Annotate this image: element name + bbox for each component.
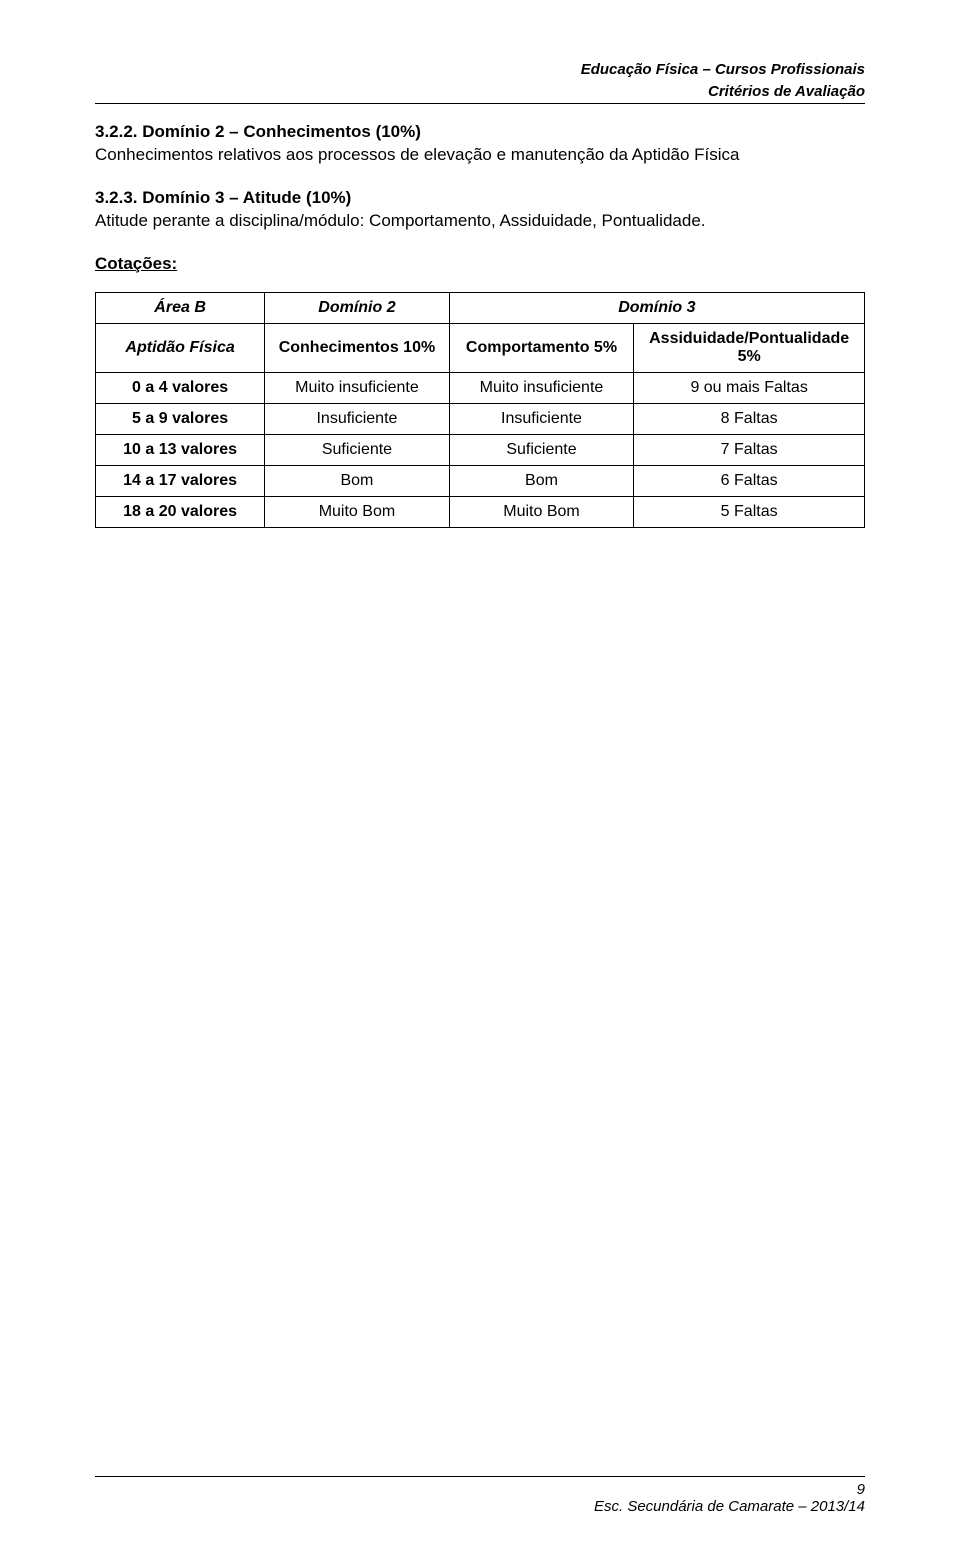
cell: Insuficiente bbox=[449, 404, 634, 435]
cotacoes-table: Área B Domínio 2 Domínio 3 Aptidão Físic… bbox=[95, 292, 865, 528]
th-aptidao-fisica: Aptidão Física bbox=[96, 324, 265, 373]
row-label: 5 a 9 valores bbox=[96, 404, 265, 435]
th-dominio-2: Domínio 2 bbox=[265, 293, 450, 324]
th-area-b: Área B bbox=[96, 293, 265, 324]
th-conhecimentos: Conhecimentos 10% bbox=[265, 324, 450, 373]
th-dominio-3: Domínio 3 bbox=[449, 293, 864, 324]
cotacoes-label: Cotações: bbox=[95, 254, 865, 274]
cell: Muito insuficiente bbox=[449, 373, 634, 404]
cell: 5 Faltas bbox=[634, 497, 865, 528]
header-line1: Educação Física – Cursos Profissionais bbox=[95, 60, 865, 80]
cell: 8 Faltas bbox=[634, 404, 865, 435]
section-323-title: 3.2.3. Domínio 3 – Atitude (10%) bbox=[95, 188, 865, 208]
section-322-title: 3.2.2. Domínio 2 – Conhecimentos (10%) bbox=[95, 122, 865, 142]
table-row: 18 a 20 valores Muito Bom Muito Bom 5 Fa… bbox=[96, 497, 865, 528]
table-row: 0 a 4 valores Muito insuficiente Muito i… bbox=[96, 373, 865, 404]
section-322-text: Conhecimentos relativos aos processos de… bbox=[95, 144, 865, 166]
cell: Bom bbox=[265, 466, 450, 497]
divider-bottom bbox=[95, 1476, 865, 1477]
cell: 9 ou mais Faltas bbox=[634, 373, 865, 404]
table-row: 10 a 13 valores Suficiente Suficiente 7 … bbox=[96, 435, 865, 466]
section-323-text: Atitude perante a disciplina/módulo: Com… bbox=[95, 210, 865, 232]
footer-row: 9 bbox=[95, 1481, 865, 1498]
footer-row-2: Esc. Secundária de Camarate – 2013/14 bbox=[95, 1498, 865, 1515]
table-row: 5 a 9 valores Insuficiente Insuficiente … bbox=[96, 404, 865, 435]
page-container: Educação Física – Cursos Profissionais C… bbox=[0, 0, 960, 1565]
row-label: 14 a 17 valores bbox=[96, 466, 265, 497]
row-label: 10 a 13 valores bbox=[96, 435, 265, 466]
cell: Muito Bom bbox=[449, 497, 634, 528]
row-label: 0 a 4 valores bbox=[96, 373, 265, 404]
th-comportamento: Comportamento 5% bbox=[449, 324, 634, 373]
header-line2: Critérios de Avaliação bbox=[95, 82, 865, 102]
cell: Muito insuficiente bbox=[265, 373, 450, 404]
cell: Muito Bom bbox=[265, 497, 450, 528]
table-header-row: Área B Domínio 2 Domínio 3 bbox=[96, 293, 865, 324]
divider-top bbox=[95, 103, 865, 104]
th-assiduidade: Assiduidade/Pontualidade 5% bbox=[634, 324, 865, 373]
page-footer: 9 Esc. Secundária de Camarate – 2013/14 bbox=[95, 1476, 865, 1515]
cell: Bom bbox=[449, 466, 634, 497]
row-label: 18 a 20 valores bbox=[96, 497, 265, 528]
cell: Suficiente bbox=[449, 435, 634, 466]
table-row: 14 a 17 valores Bom Bom 6 Faltas bbox=[96, 466, 865, 497]
page-number: 9 bbox=[857, 1481, 865, 1498]
cell: Insuficiente bbox=[265, 404, 450, 435]
footer-text: Esc. Secundária de Camarate – 2013/14 bbox=[594, 1498, 865, 1515]
cell: 6 Faltas bbox=[634, 466, 865, 497]
table-subheader-row: Aptidão Física Conhecimentos 10% Comport… bbox=[96, 324, 865, 373]
cell: 7 Faltas bbox=[634, 435, 865, 466]
cell: Suficiente bbox=[265, 435, 450, 466]
